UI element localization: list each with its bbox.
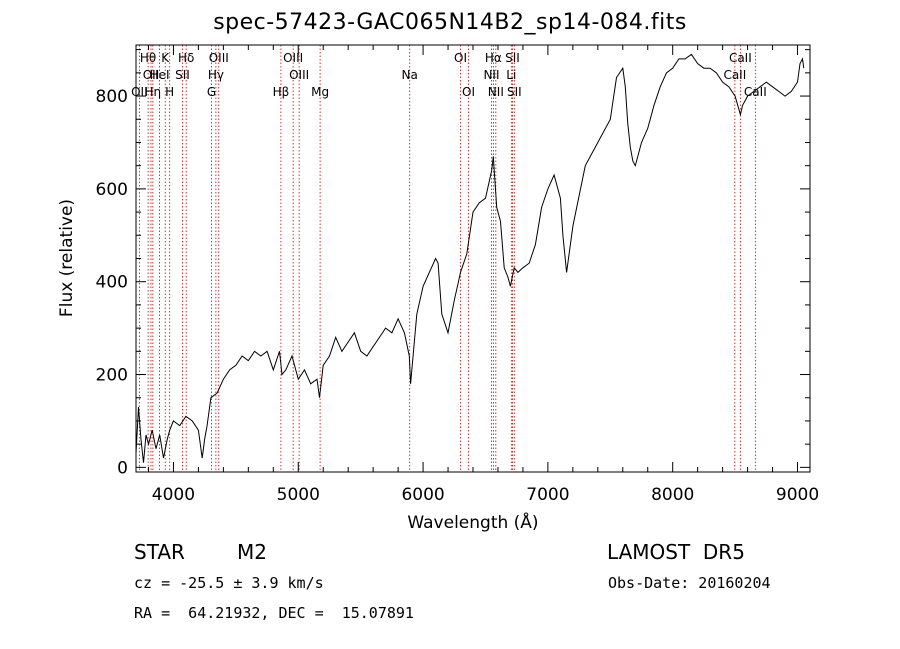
line-marker-label: Li: [506, 68, 516, 82]
x-tick-label: 8000: [651, 485, 694, 505]
y-tick-label: 600: [96, 180, 128, 200]
redshift-velocity: cz = -25.5 ± 3.9 km/s: [134, 574, 324, 592]
line-marker-label: SII: [505, 51, 520, 65]
x-tick-label: 4000: [152, 485, 195, 505]
spectral-line-labels: HθOIIOIIHηHeIKHSIIHδHγGOIIIHβOIIIOIIIMgN…: [131, 51, 767, 99]
line-marker-label: OI: [454, 51, 467, 65]
line-marker-label: OIII: [289, 68, 309, 82]
line-marker-label: SII: [175, 68, 190, 82]
line-marker-label: CaII: [723, 68, 746, 82]
x-tick-label: 7000: [526, 485, 569, 505]
line-marker-label: Hδ: [178, 51, 194, 65]
line-marker-label: Na: [402, 68, 418, 82]
x-axis-label: Wavelength (Å): [407, 511, 538, 533]
y-tick-label: 0: [117, 458, 128, 478]
spectral-line-markers: [138, 45, 756, 472]
line-marker-label: HeI: [150, 68, 170, 82]
coordinates: RA = 64.21932, DEC = 15.07891: [134, 604, 414, 622]
line-marker-label: OII: [143, 68, 160, 82]
line-marker-label: SII: [507, 85, 522, 99]
line-marker-label: Hα: [485, 51, 502, 65]
line-marker-label: Hγ: [208, 68, 224, 82]
line-marker-label: K: [161, 51, 170, 65]
object-subclass: M2: [237, 540, 267, 564]
line-marker-label: Hβ: [273, 85, 290, 99]
x-tick-label: 9000: [776, 485, 819, 505]
x-tick-label: 6000: [401, 485, 444, 505]
line-marker-label: Hθ: [140, 51, 156, 65]
y-tick-label: 400: [96, 273, 128, 293]
plot-frame: [135, 44, 811, 473]
y-axis-label: Flux (relative): [57, 199, 77, 317]
chart-title: spec-57423-GAC065N14B2_sp14-084.fits: [213, 10, 687, 35]
line-marker-label: H: [165, 85, 174, 99]
line-marker-label: NII: [488, 85, 504, 99]
line-marker-label: NII: [483, 68, 499, 82]
line-marker-label: Hη: [145, 85, 162, 99]
spectrum-line: [135, 53, 805, 463]
line-marker-label: OI: [462, 85, 475, 99]
line-marker-label: G: [207, 85, 216, 99]
y-tick-label: 800: [96, 87, 128, 107]
object-class: STAR: [134, 540, 185, 564]
y-axis-ticks: 0 200 400 600 800: [96, 49, 810, 478]
line-marker-label: OIII: [283, 51, 303, 65]
x-axis-ticks: 4000 5000 6000 7000 8000 9000: [147, 45, 819, 505]
line-marker-label: CaII: [744, 85, 767, 99]
line-marker-label: OII: [131, 85, 148, 99]
observation-date: Obs-Date: 20160204: [608, 574, 771, 592]
survey-release: LAMOST DR5: [607, 540, 745, 564]
line-marker-label: Mg: [311, 85, 329, 99]
line-marker-label: CaII: [729, 51, 752, 65]
y-tick-label: 200: [96, 366, 128, 386]
x-tick-label: 5000: [277, 485, 320, 505]
line-marker-label: OIII: [209, 51, 229, 65]
